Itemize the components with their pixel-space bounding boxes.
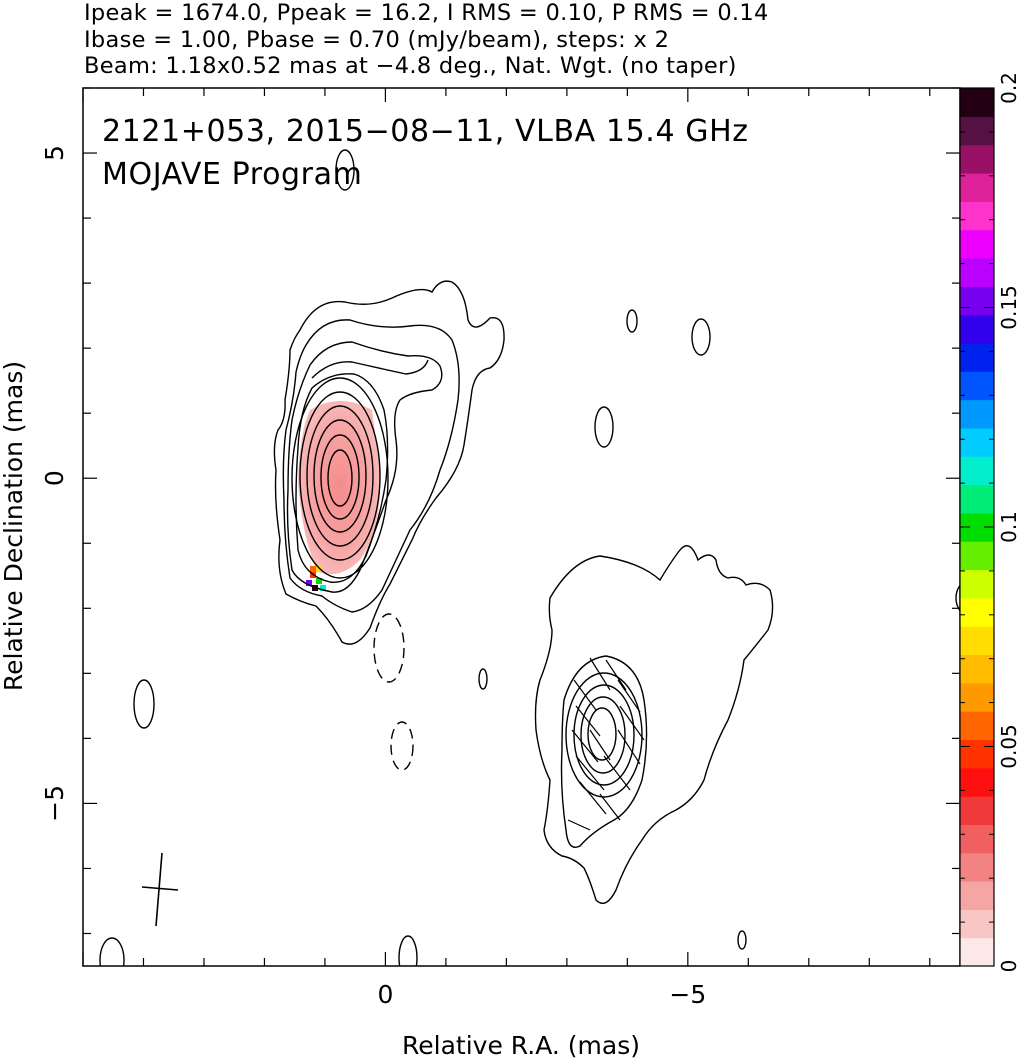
y-tick-label: −5 bbox=[40, 785, 69, 822]
contour-noise bbox=[478, 668, 488, 690]
colorbar-swatch bbox=[960, 427, 994, 457]
colorbar-swatch bbox=[960, 257, 994, 287]
contour-core-5 bbox=[291, 377, 389, 579]
header-line-2: Ibase = 1.00, Pbase = 0.70 (mJy/beam), s… bbox=[84, 27, 670, 53]
colorbar-swatch bbox=[960, 626, 994, 656]
contour-jet-3 bbox=[565, 672, 643, 798]
colorbar-swatch bbox=[960, 286, 994, 316]
colorbar-label: 0.2 bbox=[997, 72, 1021, 104]
colorbar-swatch bbox=[960, 456, 994, 486]
colorbar-swatch bbox=[960, 484, 994, 514]
colorbar-swatch bbox=[960, 144, 994, 174]
colorbar-swatch bbox=[960, 314, 994, 344]
colorbar-swatch bbox=[960, 88, 994, 117]
contour-noise bbox=[691, 318, 711, 356]
contour-noise bbox=[737, 930, 747, 950]
polarization-pixel bbox=[316, 578, 322, 584]
contour-jet-5 bbox=[580, 696, 626, 774]
header-line-1: Ipeak = 1674.0, Ppeak = 16.2, I RMS = 0.… bbox=[84, 0, 769, 26]
colorbar-label: 0 bbox=[997, 960, 1021, 973]
x-tick-label: 0 bbox=[377, 980, 393, 1009]
evpa-vectors bbox=[567, 657, 645, 831]
colorbar-swatch bbox=[960, 852, 994, 882]
polarization-pixel bbox=[310, 566, 316, 572]
contour-noise bbox=[626, 309, 638, 333]
contour-noise bbox=[955, 584, 960, 612]
colorbar-swatch bbox=[960, 342, 994, 372]
colorbar-swatch bbox=[960, 201, 994, 231]
contour-negative bbox=[390, 721, 414, 771]
beam-cross bbox=[141, 852, 179, 927]
colorbar-swatch bbox=[960, 569, 994, 599]
contour-noise bbox=[398, 935, 418, 966]
contour-core-10 bbox=[327, 449, 353, 507]
colorbar-swatch bbox=[960, 654, 994, 684]
contour-jet-2 bbox=[560, 655, 648, 848]
colorbar-swatch bbox=[960, 796, 994, 825]
colorbar-swatch bbox=[960, 739, 994, 769]
colorbar-swatch bbox=[960, 541, 994, 571]
colorbar bbox=[960, 88, 994, 967]
contour-jet-outer bbox=[534, 545, 774, 904]
contour-core-9 bbox=[320, 434, 360, 520]
contour-jet-6 bbox=[587, 707, 617, 761]
colorbar-swatch bbox=[960, 937, 994, 967]
colorbar-swatch bbox=[960, 229, 994, 259]
colorbar-swatch bbox=[960, 597, 994, 627]
colorbar-swatch bbox=[960, 711, 994, 741]
contour-core-2 bbox=[282, 319, 460, 613]
colorbar-label: 0.15 bbox=[997, 285, 1021, 330]
colorbar-swatch bbox=[960, 767, 994, 797]
y-tick-label: 0 bbox=[40, 470, 69, 486]
colorbar-swatch bbox=[960, 881, 994, 910]
colorbar-swatch bbox=[960, 371, 994, 401]
contour-noise bbox=[99, 937, 125, 966]
y-tick-label: 5 bbox=[40, 145, 69, 161]
contour-jet-4 bbox=[573, 684, 635, 786]
axis-tick-labels: 0 −5 5 0 −5 bbox=[40, 145, 706, 1009]
colorbar-swatch bbox=[960, 682, 994, 712]
colorbar-ticks: 0 0.05 0.1 0.15 0.2 bbox=[960, 72, 1021, 972]
contour-core-3 bbox=[286, 341, 443, 593]
contour-negative bbox=[373, 613, 405, 683]
contour-core-4 bbox=[295, 359, 429, 583]
axis-ticks bbox=[82, 87, 960, 966]
polarization-pixel bbox=[306, 580, 312, 586]
chart-title-line-1: 2121+053, 2015−08−11, VLBA 15.4 GHz bbox=[102, 114, 749, 149]
plot-frame bbox=[82, 87, 961, 967]
contour-noise bbox=[335, 149, 355, 191]
contour-core-7 bbox=[306, 405, 374, 547]
contour-noise bbox=[594, 406, 614, 448]
header-line-3: Beam: 1.18x0.52 mas at −4.8 deg., Nat. W… bbox=[84, 53, 737, 79]
colorbar-swatch bbox=[960, 909, 994, 939]
polarization-pixel bbox=[320, 585, 326, 591]
contour-core-outer bbox=[273, 280, 505, 645]
colorbar-swatch bbox=[960, 824, 994, 854]
colorbar-swatch bbox=[960, 399, 994, 429]
colorbar-label: 0.1 bbox=[997, 511, 1021, 543]
colorbar-swatch bbox=[960, 116, 994, 146]
y-axis-label: Relative Declination (mas) bbox=[0, 361, 28, 691]
polarization-pixel bbox=[316, 566, 322, 572]
colorbar-swatch bbox=[960, 172, 994, 202]
x-tick-label: −5 bbox=[669, 980, 706, 1009]
chart-title-line-2: MOJAVE Program bbox=[102, 157, 362, 192]
contour-noise bbox=[133, 679, 155, 729]
colorbar-label: 0.05 bbox=[997, 724, 1021, 769]
contour-core-8 bbox=[313, 419, 367, 533]
x-axis-label: Relative R.A. (mas) bbox=[402, 1031, 640, 1060]
contour-core-6 bbox=[299, 391, 381, 561]
